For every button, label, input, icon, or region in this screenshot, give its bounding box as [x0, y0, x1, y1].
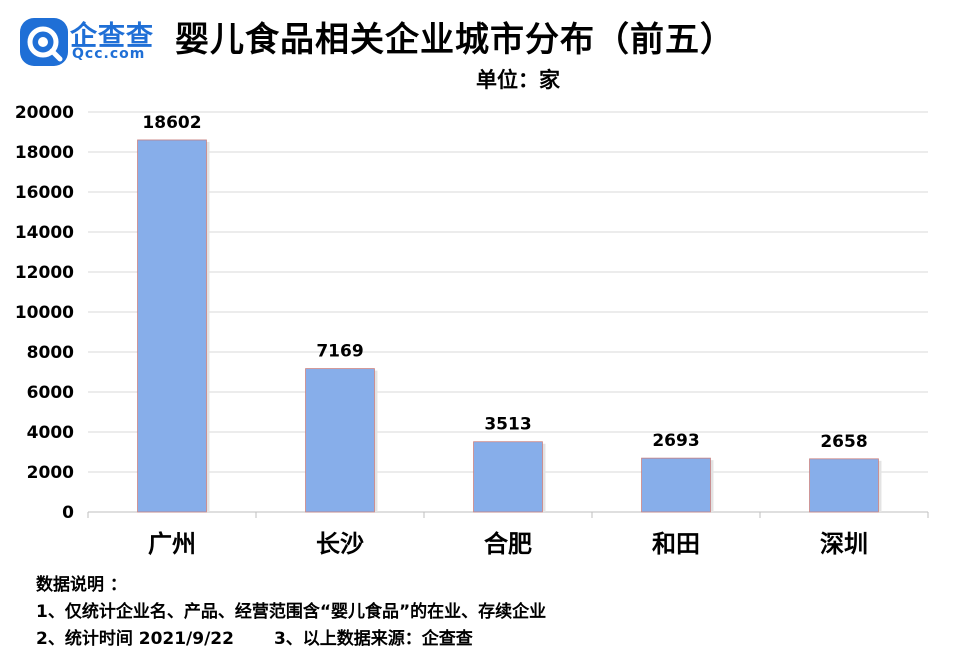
- bar-4: [809, 458, 879, 513]
- y-tick-label: 0: [62, 503, 74, 523]
- y-tick-label: 16000: [15, 183, 74, 203]
- brand-sub: Qcc.com: [72, 46, 146, 62]
- data-label: 18602: [142, 113, 201, 133]
- x-tick-label: 和田: [652, 530, 700, 558]
- data-label: 2693: [652, 431, 699, 451]
- y-tick-label: 18000: [15, 143, 74, 163]
- bar-3: [641, 457, 711, 513]
- bar-2: [473, 441, 543, 513]
- x-tick-label: 广州: [148, 530, 196, 558]
- data-label: 7169: [316, 342, 363, 362]
- bar-chart: 0 2000 4000 6000 8000 10000 12000 14000 16000 180…: [15, 103, 929, 558]
- notes-line-2: 2、统计时间 2021/9/22 3、以上数据来源：企查查: [36, 626, 546, 653]
- notes-heading: 数据说明 ：: [36, 575, 127, 595]
- data-label: 3513: [484, 415, 531, 435]
- y-tick-label: 10000: [15, 303, 74, 323]
- y-tick-label: 14000: [15, 223, 74, 243]
- notes: 数据说明 ： 1、仅统计企业名、产品、经营范围含“婴儿食品”的在业、存续企业 2…: [36, 572, 546, 653]
- data-label: 2658: [820, 432, 867, 452]
- brand-name: 企查查: [70, 21, 154, 52]
- notes-line-2b: 3、以上数据来源：企查查: [273, 629, 473, 649]
- y-tick-label: 12000: [15, 263, 74, 283]
- brand-logo-icon: [20, 18, 68, 66]
- y-tick-label: 6000: [27, 383, 74, 403]
- bar-1: [305, 368, 375, 513]
- chart-title: 婴儿食品相关企业城市分布（前五）: [175, 20, 735, 60]
- y-tick-label: 20000: [15, 103, 74, 123]
- y-tick-label: 4000: [27, 423, 74, 443]
- x-tick-label: 长沙: [316, 530, 364, 558]
- bar-0: [137, 139, 207, 513]
- notes-line-1: 1、仅统计企业名、产品、经营范围含“婴儿食品”的在业、存续企业: [36, 602, 547, 622]
- y-tick-label: 2000: [27, 463, 74, 483]
- notes-line-2a: 2、统计时间 2021/9/22: [36, 629, 234, 649]
- y-tick-label: 8000: [27, 343, 74, 363]
- chart-unit: 单位：家: [476, 68, 560, 92]
- x-tick-label: 合肥: [484, 530, 532, 558]
- x-tick-label: 深圳: [820, 530, 868, 558]
